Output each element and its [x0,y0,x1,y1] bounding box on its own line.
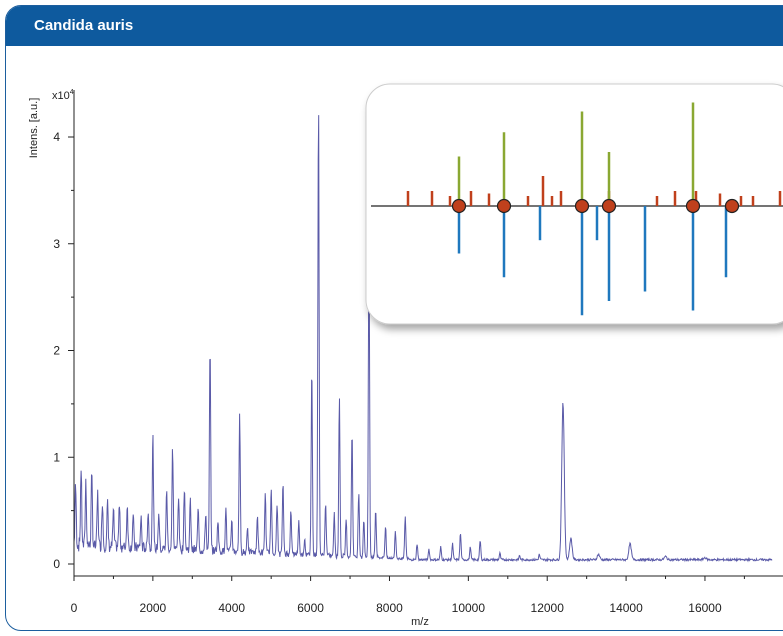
x-tick-label: 16000 [688,601,722,615]
y-tick-label: 3 [53,237,60,251]
inset-match-marker [451,198,467,214]
spectrum-line [73,115,773,563]
y-tick-label: 4 [53,130,60,144]
y-tick-label: 1 [53,450,60,464]
y-axis-label: Intens. [a.u.] [28,98,40,159]
inset-match-marker [685,198,701,214]
y-multiplier-label: x104 [52,89,74,102]
x-tick-label: 8000 [376,601,403,615]
inset-match-marker [724,198,740,214]
inset-match-marker [496,198,512,214]
tick-group: 0 2000 4000 6000 8000 10000 12000 14000 16000 0 1 2… [53,130,745,615]
inset-markers [451,198,740,214]
y-multiplier-exponent: 4 [70,89,74,96]
x-tick-label: 0 [71,601,78,615]
y-tick-label: 0 [53,557,60,571]
panel-header: Candida auris [6,6,783,46]
x-tick-label: 6000 [297,601,324,615]
inset-match-marker [601,198,617,214]
x-tick-label: 2000 [140,601,167,615]
main-spectrum-plot [73,115,773,563]
inset-match-diagram [365,83,783,325]
inset-bars [406,102,782,316]
panel-title: Candida auris [34,17,134,34]
x-tick-label: 4000 [218,601,245,615]
x-tick-label: 14000 [609,601,643,615]
x-axis-label: m/z [411,616,429,628]
x-tick-label: 10000 [452,601,486,615]
inset-match-marker [574,198,590,214]
inset-box [365,83,783,325]
x-tick-label: 12000 [531,601,565,615]
y-tick-label: 2 [53,344,60,358]
y-multiplier-base: x10 [52,90,70,102]
